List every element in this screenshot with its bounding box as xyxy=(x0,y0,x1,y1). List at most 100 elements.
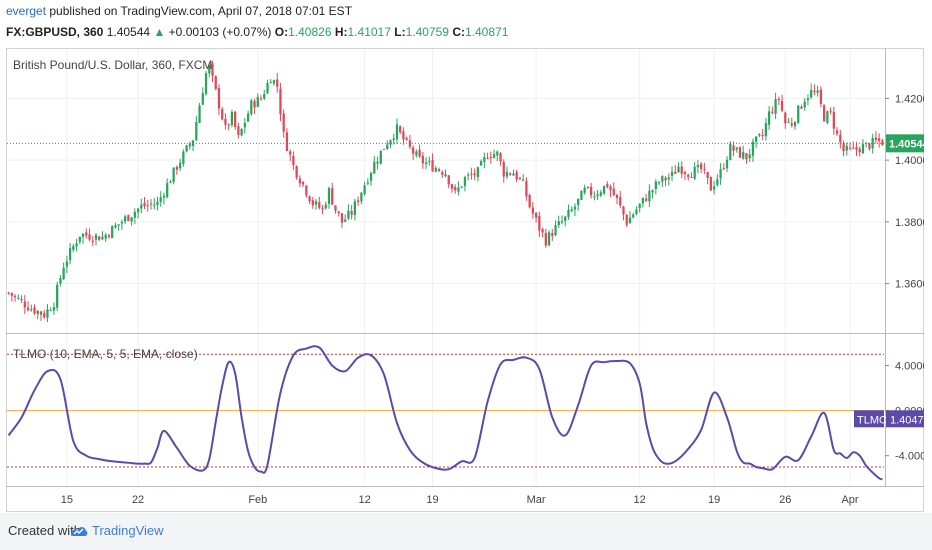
candle-body xyxy=(460,186,463,188)
candle-body xyxy=(777,98,780,100)
candle-body xyxy=(214,76,217,89)
candle-body xyxy=(874,137,878,140)
tradingview-logo-icon[interactable] xyxy=(69,521,89,541)
candle-body xyxy=(253,100,256,108)
candle-body xyxy=(104,234,107,239)
candle-body xyxy=(648,190,651,202)
candle-body xyxy=(85,232,88,236)
candle-body xyxy=(732,145,735,151)
candle-body xyxy=(182,151,185,165)
candle-body xyxy=(386,144,389,149)
candle-body xyxy=(787,122,790,124)
candle-body xyxy=(654,181,657,190)
candle-body xyxy=(159,197,162,202)
candle-body xyxy=(402,131,405,140)
candle-body xyxy=(771,111,774,113)
candle-body xyxy=(327,187,331,204)
candle-body xyxy=(667,177,670,180)
candle-body xyxy=(140,204,143,209)
tradingview-brand[interactable]: TradingView xyxy=(92,523,164,538)
last-value: 1.40544 xyxy=(106,25,151,39)
candle-body xyxy=(515,171,518,180)
candle-body xyxy=(619,197,622,206)
candle-body xyxy=(373,161,376,174)
x-tick-label: 19 xyxy=(708,494,720,506)
candle-body xyxy=(428,161,431,163)
candle-body xyxy=(224,118,227,125)
candle-body xyxy=(499,153,502,162)
candle-body xyxy=(311,200,314,206)
candle-body xyxy=(153,204,156,206)
candle-body xyxy=(822,105,826,122)
chart-frame xyxy=(6,48,924,512)
candle-body xyxy=(577,198,580,205)
candle-body xyxy=(606,184,609,188)
axes: 15 22 Feb 12 19 Mar 12 19 26 Apr 1.36000 1.38000 1.4… xyxy=(6,48,932,506)
candle-body xyxy=(683,171,687,174)
candle-body xyxy=(431,160,434,172)
candle-body xyxy=(434,168,437,172)
candle-body xyxy=(360,192,363,202)
candle-body xyxy=(748,154,751,159)
candle-body xyxy=(632,214,635,218)
candle-body xyxy=(580,191,583,200)
published-text: published on TradingView.com, April 07, … xyxy=(49,4,353,18)
candle-body xyxy=(583,187,586,193)
candle-body xyxy=(599,192,602,196)
candle-body xyxy=(259,98,263,100)
candle-body xyxy=(94,234,98,240)
candle-body xyxy=(39,311,43,315)
candle-body xyxy=(227,124,230,126)
candle-body xyxy=(483,157,486,162)
candle-body xyxy=(366,182,369,184)
candle-body xyxy=(725,159,729,169)
candle-body xyxy=(489,157,492,159)
candle-body xyxy=(454,187,457,191)
x-tick-label: 22 xyxy=(132,494,144,506)
oscillator-pane xyxy=(7,345,884,481)
candle-body xyxy=(72,245,75,250)
candle-body xyxy=(829,110,832,112)
osc-value-badge xyxy=(886,410,924,428)
candle-body xyxy=(314,201,318,205)
open-label: O: xyxy=(274,25,289,39)
chart-svg[interactable]: 15 22 Feb 12 19 Mar 12 19 26 Apr 1.36000 1.38000 1.4… xyxy=(6,48,932,512)
candle-body xyxy=(269,82,272,84)
candle-body xyxy=(250,100,253,115)
candle-body xyxy=(609,186,612,191)
candle-body xyxy=(418,149,421,157)
candle-body xyxy=(492,154,496,158)
candle-body xyxy=(690,176,693,178)
candle-body xyxy=(470,173,473,175)
candle-body xyxy=(486,158,489,160)
x-tick-label: 19 xyxy=(426,494,438,506)
candle-body xyxy=(195,122,198,141)
chart-area[interactable]: 15 22 Feb 12 19 Mar 12 19 26 Apr 1.36000 1.38000 1.4… xyxy=(6,48,932,512)
candle-body xyxy=(761,134,764,136)
candle-body xyxy=(149,203,153,205)
candle-body xyxy=(353,201,357,216)
candle-body xyxy=(622,206,625,215)
candle-body xyxy=(46,309,49,318)
candle-body xyxy=(615,194,619,198)
candle-body xyxy=(344,219,347,222)
candle-body xyxy=(797,105,800,123)
candle-body xyxy=(256,97,259,107)
candle-body xyxy=(295,166,298,178)
candle-body xyxy=(509,173,512,175)
candle-body xyxy=(324,204,327,209)
candle-body xyxy=(117,224,120,226)
candle-body xyxy=(473,173,476,176)
candle-body xyxy=(292,155,295,166)
author-link[interactable]: everget xyxy=(6,4,47,18)
candle-body xyxy=(33,307,36,314)
candle-body xyxy=(318,202,321,208)
candle-body xyxy=(758,134,761,136)
candle-body xyxy=(700,163,703,169)
x-tick-label: Apr xyxy=(841,494,858,506)
candle-body xyxy=(564,216,567,222)
candle-body xyxy=(476,167,479,177)
candle-body xyxy=(512,173,515,176)
candle-body xyxy=(201,93,204,105)
candle-body xyxy=(282,113,285,132)
